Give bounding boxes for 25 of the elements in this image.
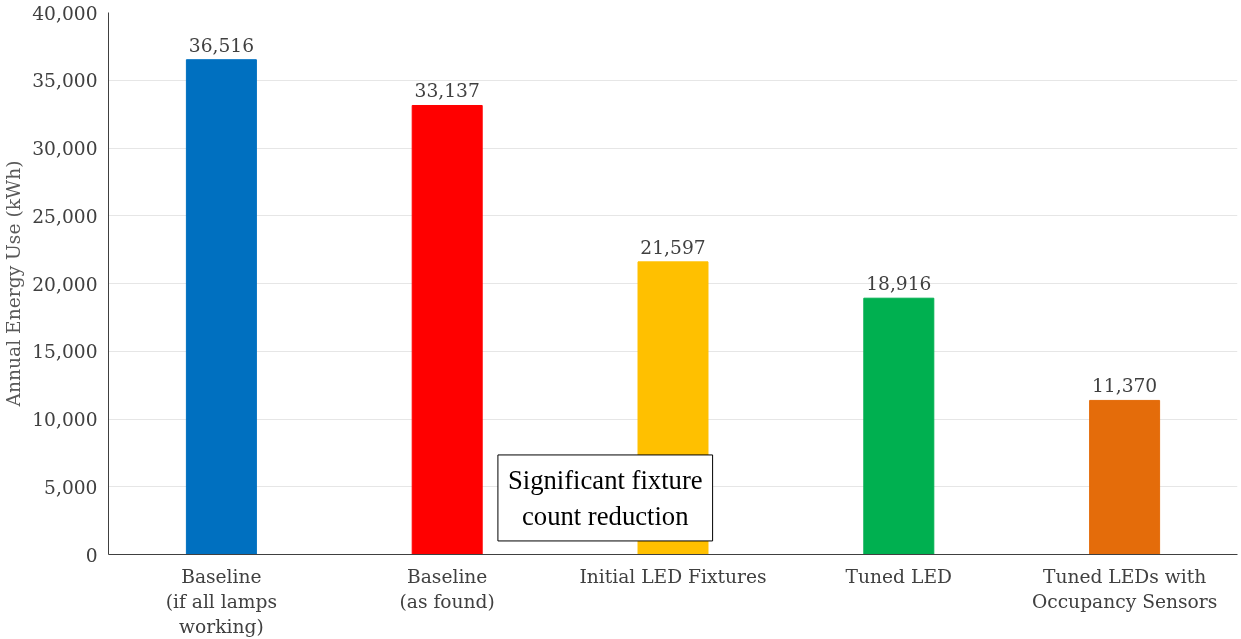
y-tick-label: 25,000 (32, 205, 98, 227)
y-tick-label: 15,000 (32, 341, 98, 363)
bar (1089, 399, 1161, 555)
y-tick-label: 0 (85, 544, 98, 566)
data-label: 33,137 (414, 80, 480, 102)
y-axis-title: Annual Energy Use (kWh) (3, 160, 25, 408)
data-label: 21,597 (640, 236, 706, 258)
y-tick-label: 30,000 (32, 138, 98, 159)
x-tick-label: Tuned LEDs with Occupancy Sensors (1031, 565, 1218, 612)
bar (863, 297, 935, 555)
x-tick-label: Baseline (if all lamps working) (165, 565, 278, 637)
data-label: 11,370 (1091, 375, 1158, 397)
y-tick-label: 40,000 (32, 2, 98, 24)
bar (185, 59, 257, 555)
y-tick-label: 35,000 (32, 70, 98, 92)
annotation: Significant fixture count reduction (507, 464, 703, 531)
x-tick-label: Tuned LED (845, 565, 952, 587)
y-tick-label: 10,000 (32, 409, 98, 430)
y-tick-label: 5,000 (44, 476, 98, 498)
y-tick-label: 20,000 (32, 273, 98, 295)
x-tick-label: Baseline (as found) (399, 565, 495, 612)
x-tick-label: Initial LED Fixtures (579, 565, 767, 587)
data-label: 36,516 (188, 34, 255, 56)
data-label: 18,916 (866, 273, 932, 295)
bar (411, 104, 483, 555)
